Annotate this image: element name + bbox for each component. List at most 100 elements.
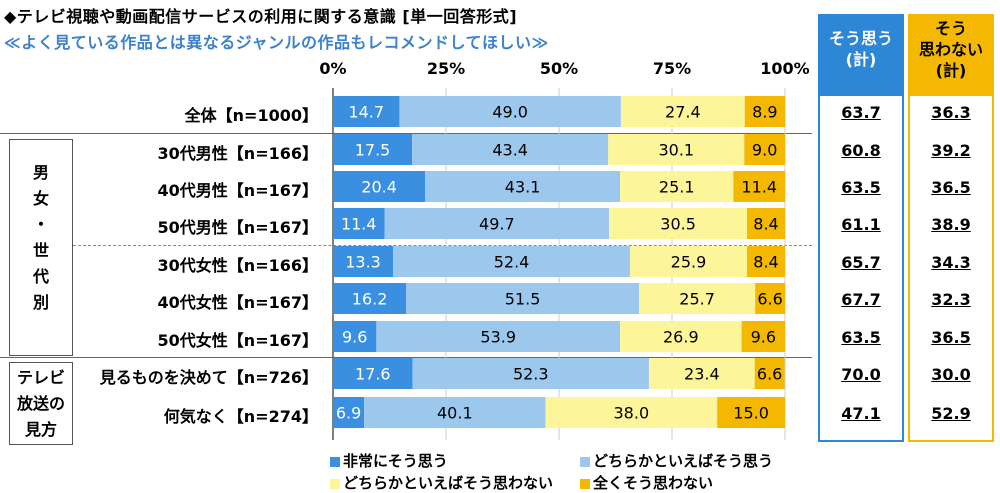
data-label: 51.5 — [505, 290, 541, 309]
data-label: 9.0 — [752, 141, 777, 160]
data-label: 17.6 — [355, 365, 391, 384]
data-label: 40.1 — [437, 404, 473, 423]
x-tick-label: 50% — [539, 59, 579, 78]
data-label: 16.2 — [352, 290, 388, 309]
data-label: 30.5 — [660, 215, 696, 234]
bar-segment — [384, 208, 610, 239]
category-label: 見るものを決めて【n=726】 — [99, 368, 318, 387]
data-label: 11.4 — [341, 215, 377, 234]
data-label: 6.9 — [336, 404, 361, 423]
disagree-total-value: 38.9 — [931, 215, 971, 234]
disagree-header-line: (計) — [935, 61, 967, 80]
data-label: 52.4 — [494, 253, 530, 272]
bar-segment — [755, 283, 785, 314]
group-label-char: 女 — [32, 189, 49, 208]
agree-total-header-text: そう思う (計) — [818, 28, 904, 70]
category-label: 全体【n=1000】 — [184, 106, 318, 125]
x-tick-label: 25% — [426, 59, 466, 78]
agree-total-value: 63.5 — [841, 178, 881, 197]
data-label: 17.5 — [355, 141, 391, 160]
disagree-total-header — [908, 14, 994, 96]
data-label: 52.3 — [513, 365, 549, 384]
bar-segment — [639, 283, 756, 314]
bar-segment — [744, 134, 785, 165]
bar-segment — [717, 397, 785, 428]
legend-item-strongly-agree: 非常にそう思う — [330, 450, 448, 471]
bar-segment — [333, 96, 400, 127]
x-tick-label: 100% — [760, 59, 810, 78]
bar-segment — [333, 321, 377, 352]
data-label: 8.4 — [753, 215, 778, 234]
bar-segment — [333, 134, 413, 165]
agree-header-line: そう思う — [828, 29, 893, 48]
disagree-header-line: そう — [934, 19, 967, 38]
data-label: 8.4 — [753, 253, 778, 272]
data-label: 25.1 — [659, 178, 695, 197]
bar-segment — [754, 358, 785, 389]
group-box-gender-age — [9, 139, 73, 356]
data-label: 49.7 — [479, 215, 515, 234]
agree-total-value: 70.0 — [841, 365, 881, 384]
bar-segment — [333, 283, 407, 314]
chart-subtitle: ≪よく見ている作品とは異なるジャンルの作品もレコメンドしてほしい≫ — [4, 33, 549, 52]
bar-segment — [620, 321, 742, 352]
separator-line — [0, 357, 812, 358]
disagree-header-line: 思わない — [918, 40, 983, 59]
bar-segment — [333, 208, 385, 239]
agree-total-value: 67.7 — [841, 290, 881, 309]
bar-segment — [376, 321, 621, 352]
bar-segment — [620, 96, 745, 127]
data-label: 43.4 — [492, 141, 528, 160]
bar-segment — [741, 321, 785, 352]
data-label: 23.4 — [684, 365, 720, 384]
disagree-total-value: 30.0 — [931, 365, 971, 384]
data-label: 13.3 — [345, 253, 381, 272]
data-label: 20.4 — [361, 178, 397, 197]
legend-item-strongly-disagree: 全くそう思わない — [580, 472, 713, 493]
group-label-line: 見方 — [24, 420, 57, 439]
group-box-tv-watching — [9, 362, 73, 445]
agree-total-value: 60.8 — [841, 141, 881, 160]
disagree-total-value: 36.5 — [931, 178, 971, 197]
data-label: 6.6 — [757, 365, 782, 384]
data-label: 38.0 — [614, 404, 650, 423]
group-label-char: 代 — [32, 267, 49, 286]
chart-title: ◆テレビ視聴や動画配信サービスの利用に関する意識 [単一回答形式] — [4, 7, 518, 26]
separator-line — [0, 133, 812, 134]
category-label: 30代女性【n=166】 — [157, 256, 318, 275]
bar-segment — [364, 397, 546, 428]
disagree-total-value: 36.3 — [931, 103, 971, 122]
agree-total-value: 47.1 — [841, 404, 881, 423]
category-label: 30代男性【n=166】 — [157, 144, 318, 163]
data-label: 9.6 — [751, 328, 776, 347]
bar-segment — [747, 246, 785, 277]
disagree-total-header-text: そう思わない (計) — [908, 18, 994, 81]
data-label: 26.9 — [663, 328, 699, 347]
data-label: 15.0 — [733, 404, 769, 423]
bar-segment — [333, 246, 394, 277]
group-label-char: 世 — [32, 241, 49, 260]
group-label-gender-age: 男女・世代別 — [9, 160, 73, 316]
data-label: 25.7 — [679, 290, 715, 309]
data-label: 49.0 — [492, 103, 528, 122]
bar-segment — [733, 171, 785, 202]
data-label: 11.4 — [741, 178, 777, 197]
category-label: 40代男性【n=167】 — [157, 181, 318, 200]
bar-segment — [399, 96, 621, 127]
data-label: 27.4 — [665, 103, 701, 122]
disagree-total-value: 39.2 — [931, 141, 971, 160]
data-label: 6.6 — [757, 290, 782, 309]
agree-header-line: (計) — [845, 50, 877, 69]
bar-segment — [333, 171, 426, 202]
bar-segment — [412, 134, 609, 165]
group-label-char: 男 — [32, 163, 49, 182]
data-label: 53.9 — [480, 328, 516, 347]
bar-segment — [545, 397, 718, 428]
bar-segment — [609, 208, 748, 239]
bar-segment — [648, 358, 755, 389]
disagree-total-value: 52.9 — [931, 404, 971, 423]
disagree-total-value: 32.3 — [931, 290, 971, 309]
group-label-tv-watching: テレビ 放送の 見方 — [9, 365, 73, 443]
group-label-char: ・ — [32, 215, 49, 234]
